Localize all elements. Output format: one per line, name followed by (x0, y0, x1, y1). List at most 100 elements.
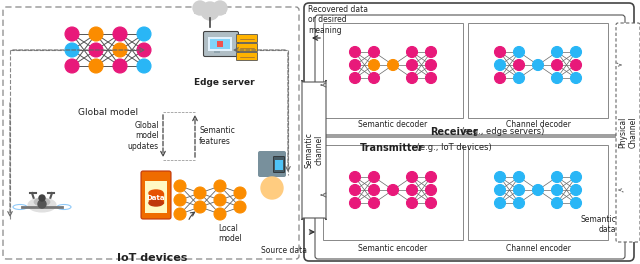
Text: Semantic
data: Semantic data (580, 215, 616, 234)
Text: Global model: Global model (78, 108, 138, 117)
Text: Semantic encoder: Semantic encoder (358, 244, 428, 253)
Text: Edge server: Edge server (194, 78, 254, 87)
Text: Physical
Channel: Physical Channel (618, 116, 637, 148)
Circle shape (570, 73, 582, 83)
Text: Global
model
updates: Global model updates (128, 121, 159, 151)
Text: Semantic
channel: Semantic channel (304, 132, 324, 168)
Circle shape (552, 185, 563, 196)
Circle shape (214, 180, 226, 192)
Circle shape (38, 200, 46, 208)
Circle shape (532, 59, 543, 70)
Circle shape (113, 43, 127, 57)
Circle shape (89, 27, 103, 41)
Circle shape (426, 185, 436, 196)
Circle shape (495, 172, 506, 182)
Circle shape (369, 172, 380, 182)
Circle shape (495, 46, 506, 58)
Circle shape (570, 172, 582, 182)
Circle shape (369, 46, 380, 58)
Circle shape (214, 194, 226, 206)
Text: Channel encoder: Channel encoder (506, 244, 570, 253)
Circle shape (426, 73, 436, 83)
Circle shape (406, 73, 417, 83)
Circle shape (194, 201, 206, 213)
Circle shape (495, 185, 506, 196)
Circle shape (234, 201, 246, 213)
Circle shape (174, 208, 186, 220)
FancyBboxPatch shape (302, 80, 326, 220)
Circle shape (513, 73, 525, 83)
Circle shape (552, 172, 563, 182)
Bar (323, 145, 463, 240)
Circle shape (426, 172, 436, 182)
Circle shape (426, 46, 436, 58)
Circle shape (39, 195, 45, 201)
FancyBboxPatch shape (273, 157, 285, 172)
Bar (208, 37, 232, 51)
Circle shape (349, 59, 360, 70)
Circle shape (406, 185, 417, 196)
Circle shape (369, 185, 380, 196)
Text: IoT devices: IoT devices (117, 253, 187, 263)
Circle shape (387, 59, 399, 70)
Bar (210, 39, 230, 49)
FancyBboxPatch shape (237, 35, 257, 43)
Circle shape (552, 46, 563, 58)
Circle shape (513, 185, 525, 196)
Circle shape (369, 59, 380, 70)
FancyBboxPatch shape (204, 31, 239, 56)
Circle shape (349, 73, 360, 83)
Circle shape (214, 208, 226, 220)
Circle shape (513, 59, 525, 70)
Circle shape (387, 185, 399, 196)
Circle shape (261, 177, 283, 199)
Text: Local
model: Local model (218, 224, 242, 243)
Circle shape (194, 187, 206, 199)
Bar (145, 181, 167, 213)
Ellipse shape (28, 198, 56, 212)
Circle shape (406, 59, 417, 70)
Circle shape (426, 59, 436, 70)
Bar (214, 50, 220, 53)
Bar (468, 145, 608, 240)
Circle shape (552, 197, 563, 209)
Circle shape (570, 46, 582, 58)
Circle shape (369, 73, 380, 83)
Circle shape (349, 172, 360, 182)
Circle shape (495, 73, 506, 83)
FancyBboxPatch shape (258, 151, 286, 177)
Circle shape (532, 185, 543, 196)
Text: Channel decoder: Channel decoder (506, 120, 570, 129)
FancyBboxPatch shape (237, 53, 257, 60)
Text: Receiver: Receiver (430, 127, 478, 137)
FancyBboxPatch shape (194, 6, 226, 14)
FancyBboxPatch shape (237, 44, 257, 51)
Circle shape (137, 27, 151, 41)
Circle shape (213, 1, 227, 15)
Text: (e.g., IoT devices): (e.g., IoT devices) (414, 143, 492, 152)
Circle shape (369, 197, 380, 209)
FancyBboxPatch shape (616, 23, 640, 242)
Circle shape (349, 46, 360, 58)
Circle shape (234, 187, 246, 199)
Circle shape (113, 59, 127, 73)
Circle shape (349, 185, 360, 196)
Circle shape (513, 172, 525, 182)
Text: (e.g., edge servers): (e.g., edge servers) (459, 127, 545, 136)
Circle shape (406, 46, 417, 58)
Circle shape (65, 43, 79, 57)
Circle shape (193, 1, 207, 15)
Ellipse shape (149, 190, 163, 196)
Bar (149, 193, 163, 203)
Circle shape (89, 59, 103, 73)
Circle shape (495, 59, 506, 70)
Circle shape (406, 172, 417, 182)
Bar (468, 23, 608, 118)
Circle shape (570, 197, 582, 209)
Circle shape (570, 185, 582, 196)
Text: Semantic
features: Semantic features (199, 126, 235, 146)
Circle shape (349, 197, 360, 209)
Text: Semantic decoder: Semantic decoder (358, 120, 428, 129)
Circle shape (513, 46, 525, 58)
Circle shape (65, 27, 79, 41)
